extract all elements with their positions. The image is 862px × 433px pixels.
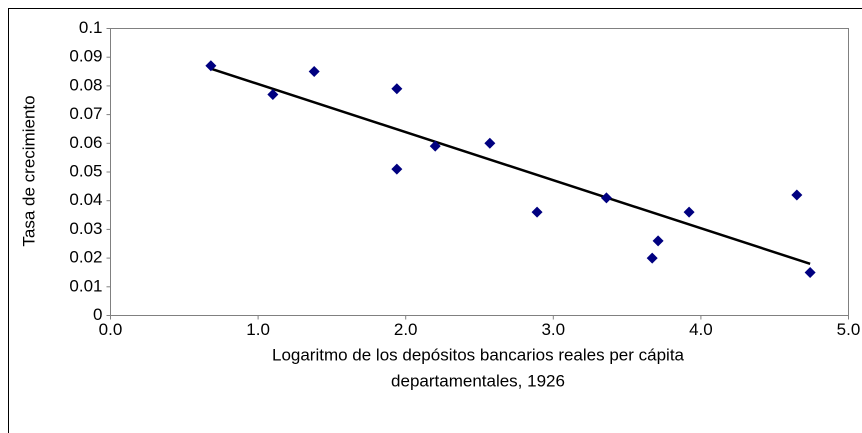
y-tick-label: 0.05 <box>69 161 102 180</box>
data-point <box>652 235 664 247</box>
y-tick-label: 0.07 <box>69 104 102 123</box>
y-tick-label: 0.08 <box>69 75 102 94</box>
data-point <box>600 192 612 204</box>
x-tick-label: 4.0 <box>689 320 713 339</box>
data-point <box>484 137 496 149</box>
data-point <box>391 83 403 95</box>
y-tick-label: 0.01 <box>69 276 102 295</box>
x-tick-label: 5.0 <box>837 320 861 339</box>
data-point <box>683 206 695 218</box>
y-tick-label: 0.03 <box>69 219 102 238</box>
x-tick-label: 0.0 <box>99 320 123 339</box>
y-axis-label: Tasa de crecimiento <box>19 95 38 246</box>
trend-line <box>210 67 811 266</box>
x-tick-label: 2.0 <box>394 320 418 339</box>
x-axis-label: Logaritmo de los depósitos bancarios rea… <box>272 345 685 364</box>
data-point <box>308 66 320 78</box>
y-tick-label: 0.06 <box>69 133 102 152</box>
x-tick-label: 3.0 <box>541 320 565 339</box>
y-tick-label: 0.04 <box>69 190 102 209</box>
data-point <box>791 189 803 201</box>
data-point <box>804 266 816 278</box>
data-point <box>646 252 658 264</box>
y-tick-label: 0.02 <box>69 248 102 267</box>
data-point <box>205 60 217 72</box>
data-point <box>531 206 543 218</box>
y-tick-label: 0.09 <box>69 47 102 66</box>
data-point <box>391 163 403 175</box>
x-axis-label: departamentales, 1926 <box>391 371 565 390</box>
y-tick-label: 0.1 <box>79 18 103 37</box>
x-tick-label: 1.0 <box>246 320 270 339</box>
data-point <box>429 140 441 152</box>
data-point <box>267 89 279 101</box>
y-tick-label: 0 <box>93 305 102 324</box>
